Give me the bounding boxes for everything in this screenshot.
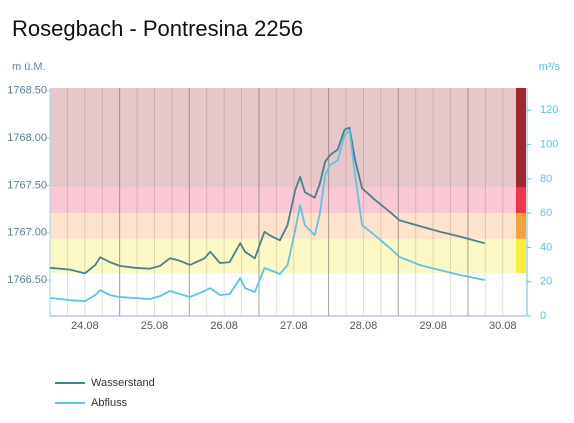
- y2-tick-label: 20: [540, 276, 552, 288]
- y-tick-label: 1768.00: [7, 132, 47, 144]
- threshold-bar: [516, 238, 526, 274]
- legend-label: Abfluss: [91, 397, 128, 409]
- y2-tick-label: 100: [540, 138, 558, 150]
- x-tick-label: 27.08: [280, 320, 308, 332]
- x-tick-label: 28.08: [350, 320, 378, 332]
- y2-tick-label: 120: [540, 104, 558, 116]
- x-tick-label: 25.08: [141, 320, 169, 332]
- y-tick-label: 1767.00: [7, 227, 47, 239]
- threshold-bar: [516, 187, 526, 214]
- threshold-band: [50, 88, 516, 188]
- series-line: [49, 129, 485, 302]
- threshold-band: [50, 187, 516, 214]
- series-line: [49, 126, 485, 275]
- y2-tick-label: 40: [540, 241, 552, 253]
- y2-axis-label: m³/s: [539, 61, 561, 73]
- y-tick-label: 1767.50: [7, 179, 47, 191]
- y2-tick-label: 60: [540, 207, 552, 219]
- y2-tick-label: 0: [540, 310, 546, 322]
- y2-tick-label: 80: [540, 173, 552, 185]
- x-tick-label: 26.08: [210, 320, 238, 332]
- threshold-bar: [516, 213, 526, 239]
- x-tick-label: 24.08: [71, 320, 99, 332]
- x-tick-label: 30.08: [489, 320, 517, 332]
- chart-title: Rosegbach - Pontresina 2256: [12, 16, 303, 41]
- legend-label: Wasserstand: [91, 377, 155, 389]
- threshold-bar: [516, 88, 526, 188]
- x-tick-label: 29.08: [419, 320, 447, 332]
- y-tick-label: 1768.50: [7, 85, 47, 97]
- y-axis-label: m ü.M.: [12, 61, 46, 73]
- y-tick-label: 1766.50: [7, 274, 47, 286]
